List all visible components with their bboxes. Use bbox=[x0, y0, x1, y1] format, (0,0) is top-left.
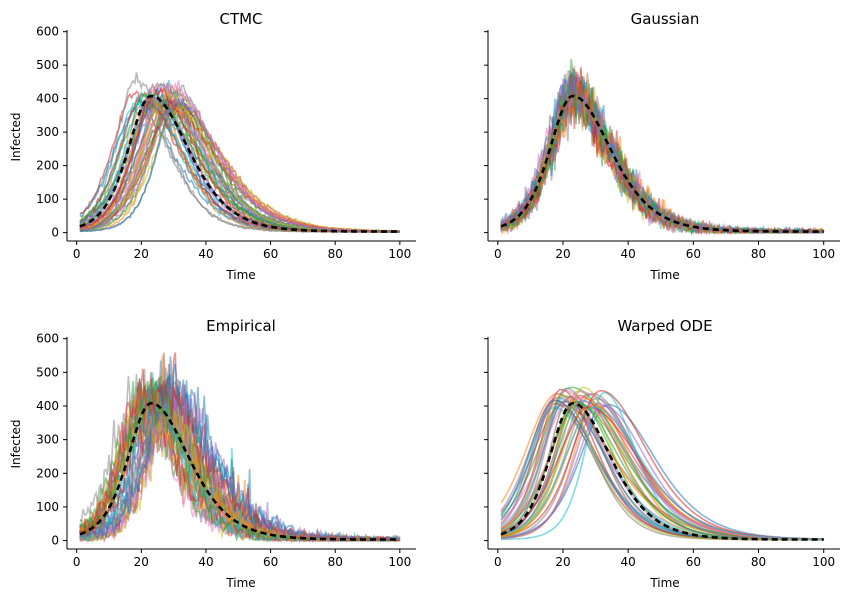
x-tick-label: 100 bbox=[388, 247, 411, 261]
series-group bbox=[500, 386, 824, 541]
panel-title: CTMC bbox=[219, 10, 262, 28]
x-tick-label: 0 bbox=[494, 555, 502, 569]
y-tick-label: 400 bbox=[36, 399, 59, 413]
y-tick-label: 300 bbox=[36, 125, 59, 139]
x-tick-label: 0 bbox=[494, 247, 502, 261]
x-tick-label: 0 bbox=[73, 555, 81, 569]
y-axis-label: Infected bbox=[9, 112, 23, 161]
x-axis-label: Time bbox=[649, 576, 679, 590]
x-tick-label: 20 bbox=[555, 247, 570, 261]
y-tick-label: 400 bbox=[36, 92, 59, 106]
y-tick-label: 100 bbox=[36, 500, 59, 514]
panel-title: Gaussian bbox=[631, 10, 700, 28]
x-tick-label: 100 bbox=[388, 555, 411, 569]
x-tick-label: 100 bbox=[812, 247, 835, 261]
x-tick-label: 40 bbox=[198, 247, 213, 261]
x-tick-label: 100 bbox=[812, 555, 835, 569]
y-tick-label: 0 bbox=[51, 534, 59, 548]
x-axis-label: Time bbox=[225, 268, 255, 282]
x-tick-label: 80 bbox=[751, 247, 766, 261]
x-tick-label: 20 bbox=[134, 555, 149, 569]
x-tick-label: 0 bbox=[73, 247, 81, 261]
x-tick-label: 80 bbox=[328, 247, 343, 261]
x-tick-label: 20 bbox=[555, 555, 570, 569]
y-tick-label: 0 bbox=[51, 226, 59, 240]
y-tick-label: 100 bbox=[36, 192, 59, 206]
ensemble-trajectory bbox=[79, 103, 400, 233]
x-tick-label: 40 bbox=[621, 555, 636, 569]
y-tick-label: 500 bbox=[36, 365, 59, 379]
panel-ctmc: CTMC Time Infected 0 20 40 60 80 100 0 100 200 30… bbox=[9, 10, 416, 282]
mean-curve bbox=[79, 401, 400, 541]
ensemble-trajectory bbox=[500, 77, 824, 235]
x-axis-label: Time bbox=[225, 576, 255, 590]
mean-curve bbox=[500, 94, 824, 233]
mean-curve bbox=[500, 401, 824, 541]
panel-title: Empirical bbox=[206, 317, 276, 335]
panel-warped-ode: Warped ODE Time 0 20 40 60 80 100 bbox=[484, 317, 840, 590]
x-tick-label: 60 bbox=[686, 247, 701, 261]
x-tick-label: 80 bbox=[751, 555, 766, 569]
x-tick-label: 40 bbox=[621, 247, 636, 261]
ensemble-trajectory bbox=[79, 379, 401, 544]
ensemble-trajectory bbox=[500, 406, 824, 540]
y-axis-label: Infected bbox=[9, 419, 23, 468]
y-tick-label: 300 bbox=[36, 433, 59, 447]
y-tick-label: 600 bbox=[36, 332, 59, 346]
y-tick-label: 500 bbox=[36, 58, 59, 72]
x-tick-label: 80 bbox=[328, 555, 343, 569]
x-tick-label: 20 bbox=[134, 247, 149, 261]
x-axis-label: Time bbox=[649, 268, 679, 282]
ensemble-trajectory bbox=[500, 394, 824, 541]
y-tick-label: 600 bbox=[36, 25, 59, 39]
series-group bbox=[500, 59, 825, 236]
panel-gaussian: Gaussian Time 0 20 40 60 80 100 bbox=[484, 10, 840, 282]
x-tick-label: 40 bbox=[198, 555, 213, 569]
y-tick-label: 200 bbox=[36, 466, 59, 480]
mean-curve bbox=[79, 94, 400, 233]
ensemble-trajectory bbox=[79, 386, 401, 543]
series-group bbox=[79, 72, 401, 234]
panel-empirical: Empirical Time Infected 0 20 40 60 80 100 0 100… bbox=[9, 317, 416, 590]
panel-title: Warped ODE bbox=[617, 317, 712, 335]
series-group bbox=[79, 352, 401, 544]
x-tick-label: 60 bbox=[686, 555, 701, 569]
x-tick-label: 60 bbox=[263, 555, 278, 569]
x-tick-label: 60 bbox=[263, 247, 278, 261]
y-tick-label: 200 bbox=[36, 159, 59, 173]
